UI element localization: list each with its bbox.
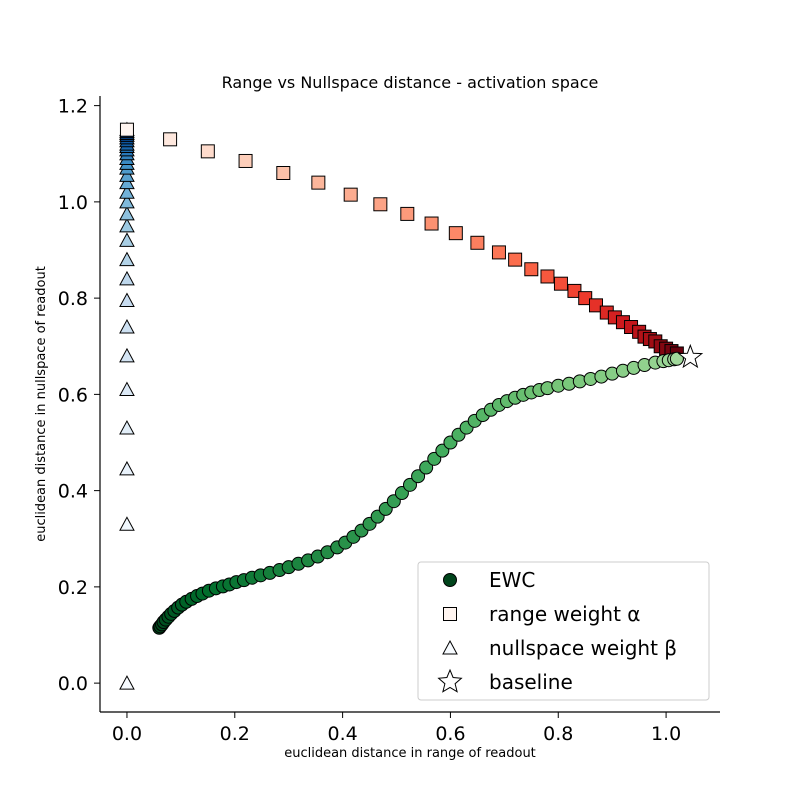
range-weight-point	[491, 245, 506, 260]
range-weight-point	[470, 235, 485, 250]
range-weight-point	[553, 276, 568, 291]
legend-range-marker	[443, 607, 457, 621]
x-axis-label: euclidean distance in range of readout	[284, 746, 536, 761]
y-tick-label: 0.2	[58, 577, 88, 599]
range-weight-point	[373, 197, 388, 212]
x-tick-label: 0.0	[112, 723, 142, 745]
nullspace-weight-point	[119, 167, 135, 182]
plot-area: 0.0 0.2 0.4 0.6 0.8 1.0 0.0 0.2 0.4 0.6 0.8 1.0 1.2	[58, 96, 720, 745]
range-weight-point	[448, 226, 463, 241]
range-weight-point	[400, 206, 415, 221]
nullspace-weight-point	[119, 232, 135, 247]
ewc-point	[669, 351, 684, 366]
nullspace-weight-point	[119, 174, 135, 190]
x-tick-label: 0.6	[435, 723, 465, 745]
nullspace-weight-point	[119, 217, 135, 233]
legend-baseline-marker	[437, 668, 463, 693]
y-axis-label: euclidean distance in nullspace of reado…	[34, 266, 49, 542]
y-axis-ticks: 0.0 0.2 0.4 0.6 0.8 1.0 1.2	[58, 96, 100, 695]
x-tick-label: 0.2	[220, 723, 250, 745]
range-weight-point	[524, 262, 539, 277]
legend-ewc-marker	[443, 573, 457, 587]
x-axis-ticks: 0.0 0.2 0.4 0.6 0.8 1.0	[112, 712, 681, 745]
y-tick-label: 1.0	[58, 192, 88, 214]
x-tick-label: 0.4	[327, 723, 357, 745]
data-marks	[119, 121, 704, 690]
ewc-point	[419, 460, 434, 475]
legend: EWC range weight α nullspace weight β ba…	[417, 561, 710, 701]
range-weight-point	[540, 269, 555, 284]
nullspace-weight-point	[119, 184, 135, 199]
x-tick-label: 0.8	[543, 723, 573, 745]
range-weight-point	[276, 166, 291, 180]
baseline-point	[677, 343, 704, 369]
range-weight-point	[424, 216, 439, 231]
legend-ewc-label: EWC	[489, 568, 535, 592]
range-weight-point	[578, 291, 593, 306]
legend-frame	[417, 561, 710, 701]
range-weight-point	[119, 122, 134, 137]
nullspace-weight-point	[119, 205, 135, 221]
range-weight-point	[163, 132, 178, 147]
range-weight-point	[238, 153, 253, 168]
y-tick-label: 0.8	[58, 288, 88, 310]
nullspace-weight-point	[119, 292, 135, 307]
range-weight-point	[508, 252, 523, 267]
y-tick-label: 0.0	[58, 673, 88, 695]
y-tick-label: 1.2	[58, 96, 88, 118]
legend-baseline-label: baseline	[489, 670, 573, 694]
ewc-point	[403, 477, 417, 492]
nullspace-weight-point	[119, 420, 135, 435]
nullspace-weight-point	[119, 347, 135, 363]
y-tick-label: 0.6	[58, 384, 88, 406]
nullspace-weight-point	[119, 516, 135, 531]
y-tick-label: 0.4	[58, 481, 88, 503]
nullspace-weight-point	[119, 270, 135, 286]
nullspace-weight-point	[119, 318, 135, 334]
legend-nullspace-marker	[442, 639, 458, 655]
nullspace-weight-point	[119, 675, 135, 690]
nullspace-weight-point	[119, 460, 135, 476]
range-weight-point	[567, 283, 582, 298]
range-weight-point	[343, 187, 358, 202]
legend-nullspace-label: nullspace weight β	[489, 636, 677, 660]
nullspace-weight-point	[119, 381, 135, 397]
nullspace-weight-point	[119, 251, 135, 267]
nullspace-weight-point	[119, 193, 135, 209]
range-weight-point	[589, 298, 603, 313]
x-tick-label: 1.0	[651, 723, 681, 745]
chart-title: Range vs Nullspace distance - activation…	[222, 73, 599, 92]
range-weight-point	[311, 175, 326, 190]
ewc-point	[411, 469, 426, 484]
range-weight-point	[200, 144, 215, 159]
legend-range-label: range weight α	[489, 602, 640, 626]
